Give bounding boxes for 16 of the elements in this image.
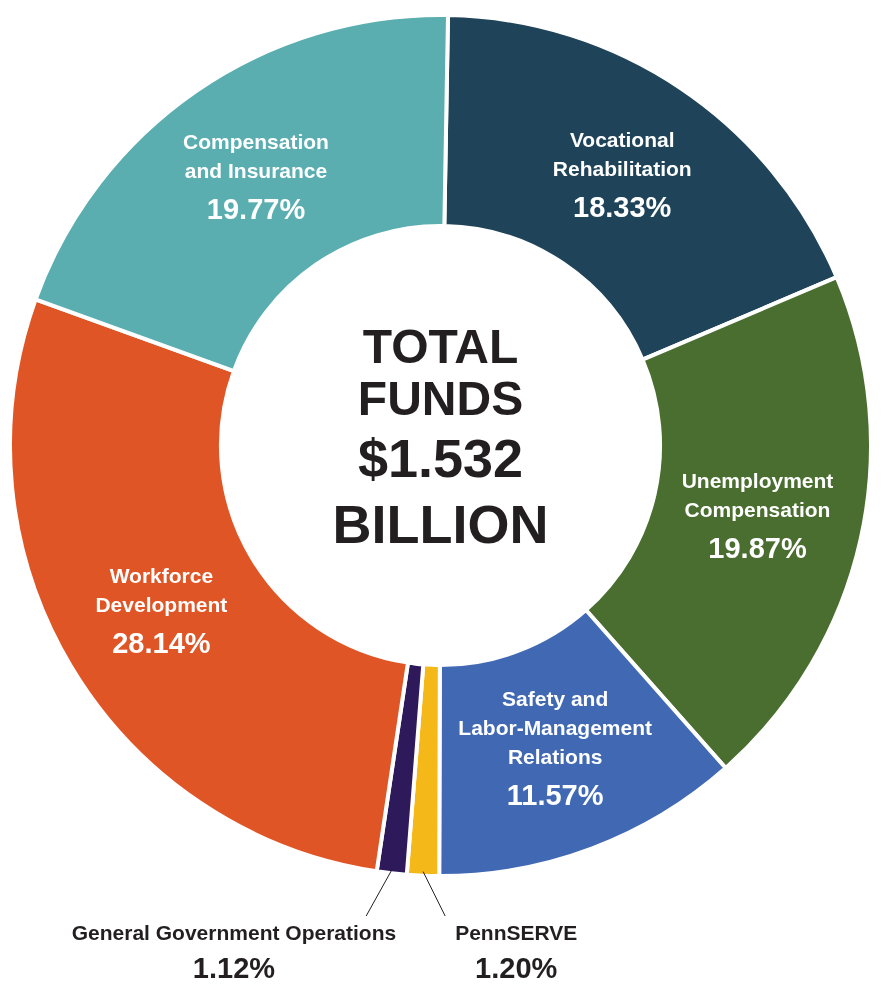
data-label: 1.20% [475,952,558,984]
slice-label: PennSERVE [455,920,578,944]
text: TOTAL FUNDS [356,319,525,425]
data-label: 1.12% [192,952,276,984]
data-label: 19.77% [206,192,306,225]
slice-label: Safety and Labor-Management Relations [458,686,652,768]
slice-label: Vocational Rehabilitation [552,127,692,180]
data-label: 18.33% [573,191,672,224]
slice-label: Compensation and Insurance [183,129,329,182]
slice-label: General Government Operations [71,920,397,944]
slice-label: Workforce Development [95,563,228,616]
data-label: 11.57% [506,779,604,812]
data-label: 19.87% [708,532,807,565]
data-label: 28.14% [112,627,211,660]
text: $1.532 BILLION [331,426,550,556]
slice-label: Unemployment Compensation [681,469,834,522]
